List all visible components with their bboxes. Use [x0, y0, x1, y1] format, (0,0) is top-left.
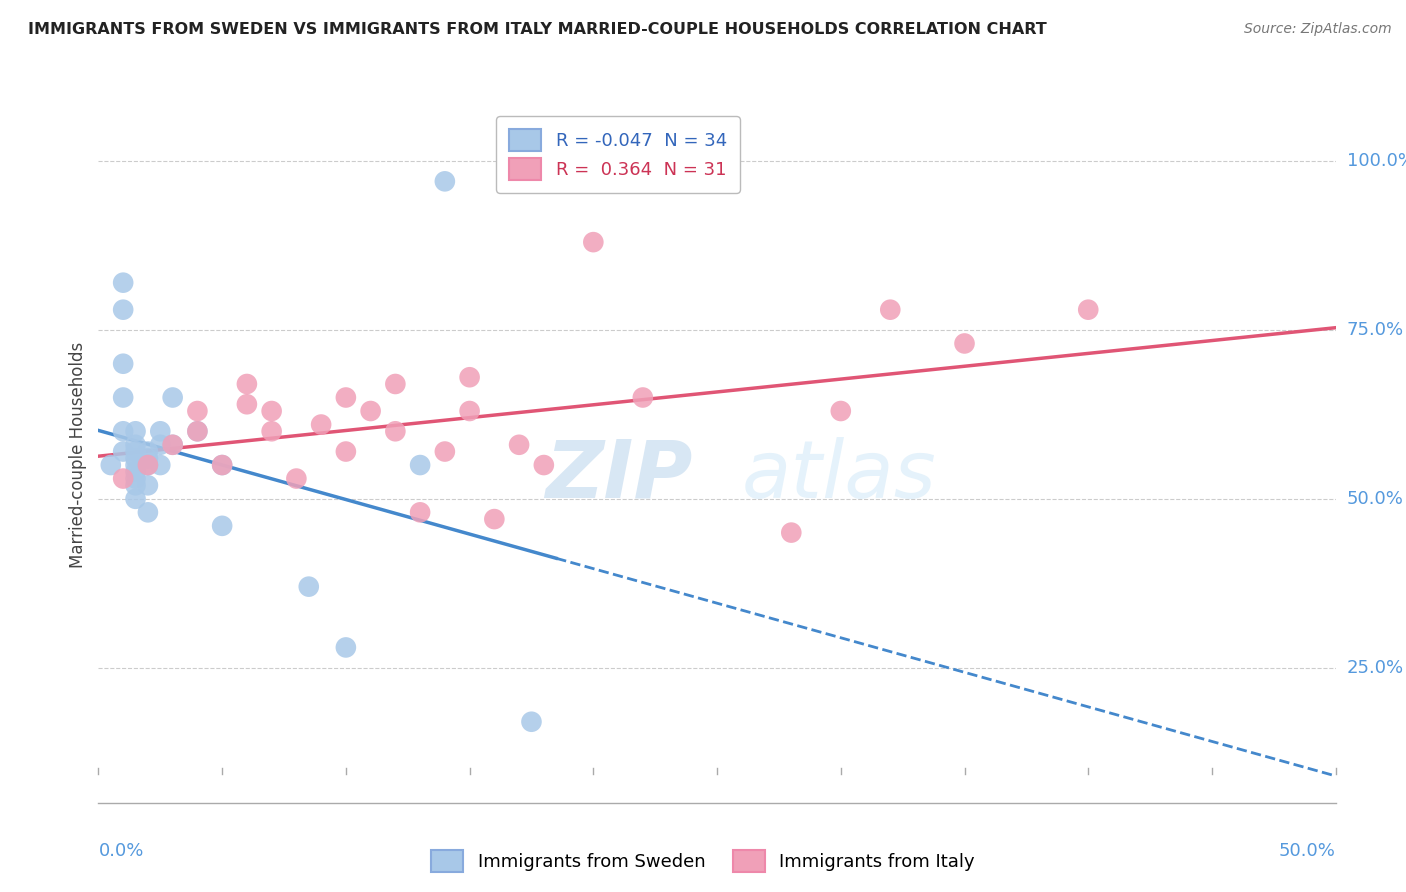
- Point: [124, 451, 146, 466]
- Point: [211, 458, 233, 472]
- Point: [112, 472, 135, 486]
- Point: [236, 376, 259, 391]
- Point: [112, 357, 135, 371]
- Point: [136, 505, 159, 519]
- Point: [260, 424, 283, 438]
- Point: [484, 512, 506, 526]
- Point: [124, 438, 146, 452]
- Point: [360, 404, 382, 418]
- Point: [780, 525, 803, 540]
- Text: Source: ZipAtlas.com: Source: ZipAtlas.com: [1244, 22, 1392, 37]
- Text: 25.0%: 25.0%: [1347, 658, 1405, 677]
- Point: [533, 458, 555, 472]
- Point: [335, 391, 357, 405]
- Point: [298, 580, 321, 594]
- Legend: R = -0.047  N = 34, R =  0.364  N = 31: R = -0.047 N = 34, R = 0.364 N = 31: [496, 116, 740, 193]
- Point: [260, 404, 283, 418]
- Text: 75.0%: 75.0%: [1347, 321, 1405, 339]
- Point: [100, 458, 122, 472]
- Point: [112, 276, 135, 290]
- Point: [508, 438, 530, 452]
- Point: [124, 478, 146, 492]
- Point: [520, 714, 543, 729]
- Point: [162, 438, 184, 452]
- Point: [186, 404, 208, 418]
- Point: [631, 391, 654, 405]
- Point: [458, 404, 481, 418]
- Point: [136, 478, 159, 492]
- Point: [211, 458, 233, 472]
- Text: ZIP: ZIP: [546, 437, 692, 515]
- Point: [112, 444, 135, 458]
- Point: [136, 444, 159, 458]
- Text: IMMIGRANTS FROM SWEDEN VS IMMIGRANTS FROM ITALY MARRIED-COUPLE HOUSEHOLDS CORREL: IMMIGRANTS FROM SWEDEN VS IMMIGRANTS FRO…: [28, 22, 1047, 37]
- Point: [112, 391, 135, 405]
- Point: [186, 424, 208, 438]
- Point: [136, 458, 159, 472]
- Point: [335, 444, 357, 458]
- Legend: Immigrants from Sweden, Immigrants from Italy: Immigrants from Sweden, Immigrants from …: [422, 841, 984, 881]
- Point: [409, 505, 432, 519]
- Point: [309, 417, 332, 432]
- Point: [458, 370, 481, 384]
- Point: [582, 235, 605, 249]
- Point: [149, 458, 172, 472]
- Point: [136, 451, 159, 466]
- Y-axis label: Married-couple Households: Married-couple Households: [69, 342, 87, 568]
- Point: [409, 458, 432, 472]
- Point: [124, 458, 146, 472]
- Point: [124, 491, 146, 506]
- Point: [285, 472, 308, 486]
- Text: atlas: atlas: [742, 437, 936, 515]
- Point: [433, 174, 456, 188]
- Text: 50.0%: 50.0%: [1347, 490, 1403, 508]
- Point: [124, 472, 146, 486]
- Text: 100.0%: 100.0%: [1347, 152, 1406, 170]
- Point: [433, 444, 456, 458]
- Point: [335, 640, 357, 655]
- Point: [384, 376, 406, 391]
- Point: [149, 438, 172, 452]
- Point: [149, 424, 172, 438]
- Text: 50.0%: 50.0%: [1279, 842, 1336, 860]
- Point: [162, 438, 184, 452]
- Point: [953, 336, 976, 351]
- Point: [211, 519, 233, 533]
- Point: [186, 424, 208, 438]
- Point: [112, 424, 135, 438]
- Point: [384, 424, 406, 438]
- Point: [830, 404, 852, 418]
- Point: [236, 397, 259, 411]
- Point: [124, 465, 146, 479]
- Point: [1077, 302, 1099, 317]
- Point: [136, 458, 159, 472]
- Point: [112, 302, 135, 317]
- Point: [879, 302, 901, 317]
- Point: [124, 424, 146, 438]
- Text: 0.0%: 0.0%: [98, 842, 143, 860]
- Point: [162, 391, 184, 405]
- Point: [124, 444, 146, 458]
